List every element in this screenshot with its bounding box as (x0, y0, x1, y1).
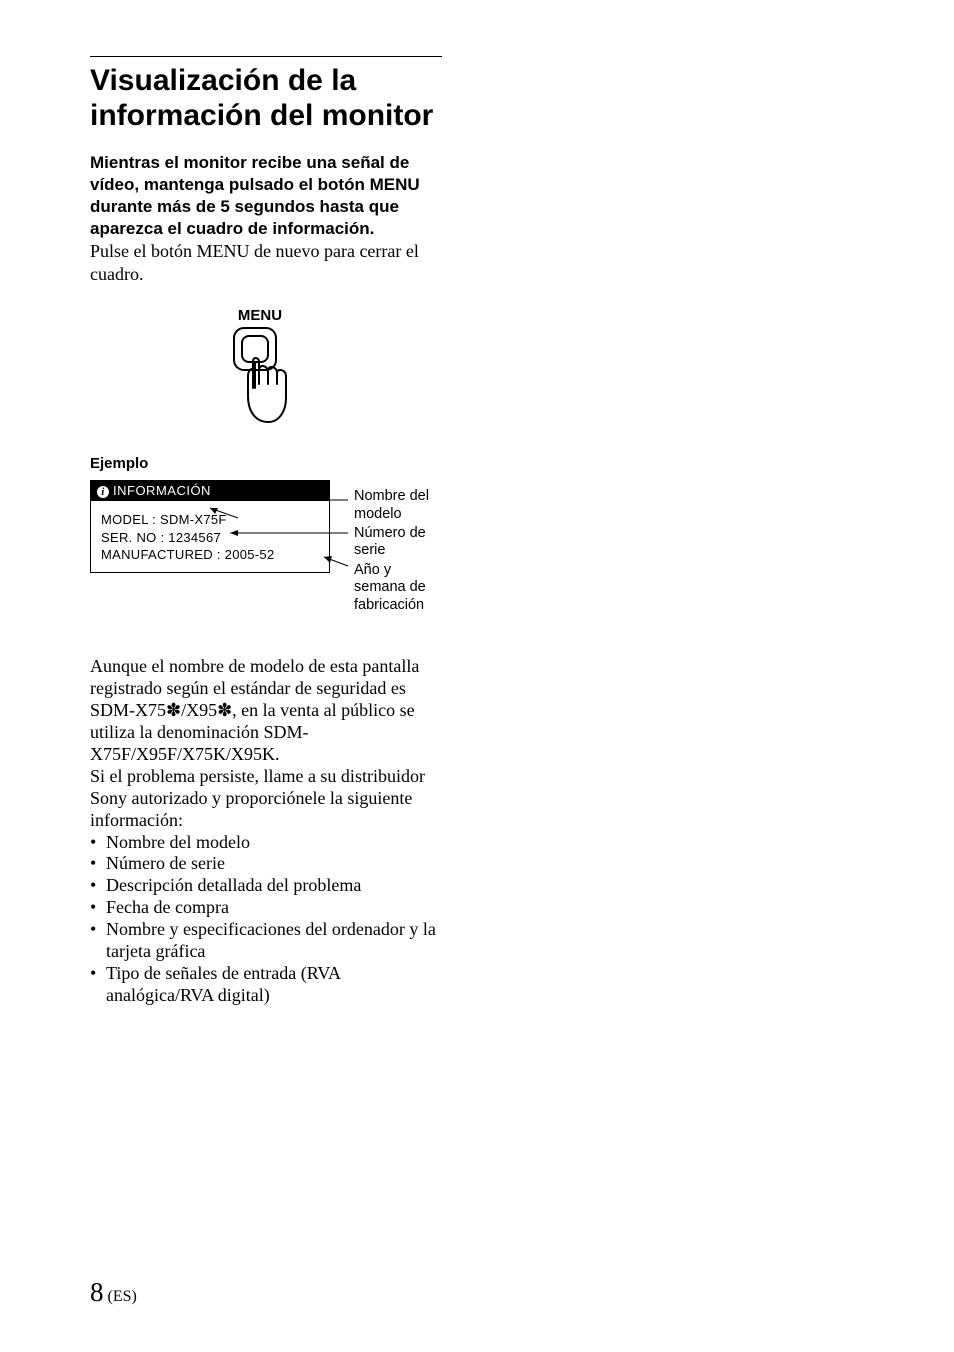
list-item: Nombre del modelo (90, 832, 440, 854)
menu-illustration: MENU (90, 307, 430, 431)
page-number-main: 8 (90, 1277, 104, 1307)
menu-label: MENU (228, 307, 292, 324)
paragraph-contact: Si el problema persiste, llame a su dist… (90, 766, 440, 832)
example-label: Ejemplo (90, 455, 864, 472)
page-heading: Visualización de la información del moni… (90, 63, 442, 134)
list-item: Fecha de compra (90, 897, 440, 919)
info-header-text: INFORMACIÓN (113, 483, 211, 498)
example-wrapper: i INFORMACIÓN MODEL : SDM-X75F SER. NO : … (90, 480, 530, 616)
heading-rule (90, 56, 442, 57)
list-item: Nombre y especificaciones del ordenador … (90, 919, 440, 963)
list-item: Número de serie (90, 853, 440, 875)
page-number-lang: (ES) (108, 1288, 137, 1305)
list-item: Tipo de señales de entrada (RVA analógic… (90, 963, 440, 1007)
callout-manuf: Año y semana de fabricación (354, 562, 429, 614)
callout-labels: Nombre del modelo Número de serie Año y … (348, 488, 429, 616)
press-button-icon (228, 326, 292, 426)
info-box: i INFORMACIÓN MODEL : SDM-X75F SER. NO : … (90, 480, 330, 573)
info-box-header: i INFORMACIÓN (91, 481, 329, 501)
page-number: 8 (ES) (90, 1277, 137, 1308)
info-icon: i (97, 486, 109, 498)
info-line-serial: SER. NO : 1234567 (101, 529, 323, 547)
instruction-body: Pulse el botón MENU de nuevo para cerrar… (90, 240, 430, 285)
info-line-model: MODEL : SDM-X75F (101, 511, 323, 529)
info-line-manuf: MANUFACTURED : 2005-52 (101, 546, 323, 564)
list-item: Descripción detallada del problema (90, 875, 440, 897)
instruction-bold: Mientras el monitor recibe una señal de … (90, 152, 430, 240)
info-list: Nombre del modelo Número de serie Descri… (90, 832, 440, 1008)
paragraph-model-note: Aunque el nombre de modelo de esta panta… (90, 656, 440, 766)
callout-model: Nombre del modelo (354, 488, 429, 523)
callout-serial: Número de serie (354, 525, 429, 560)
